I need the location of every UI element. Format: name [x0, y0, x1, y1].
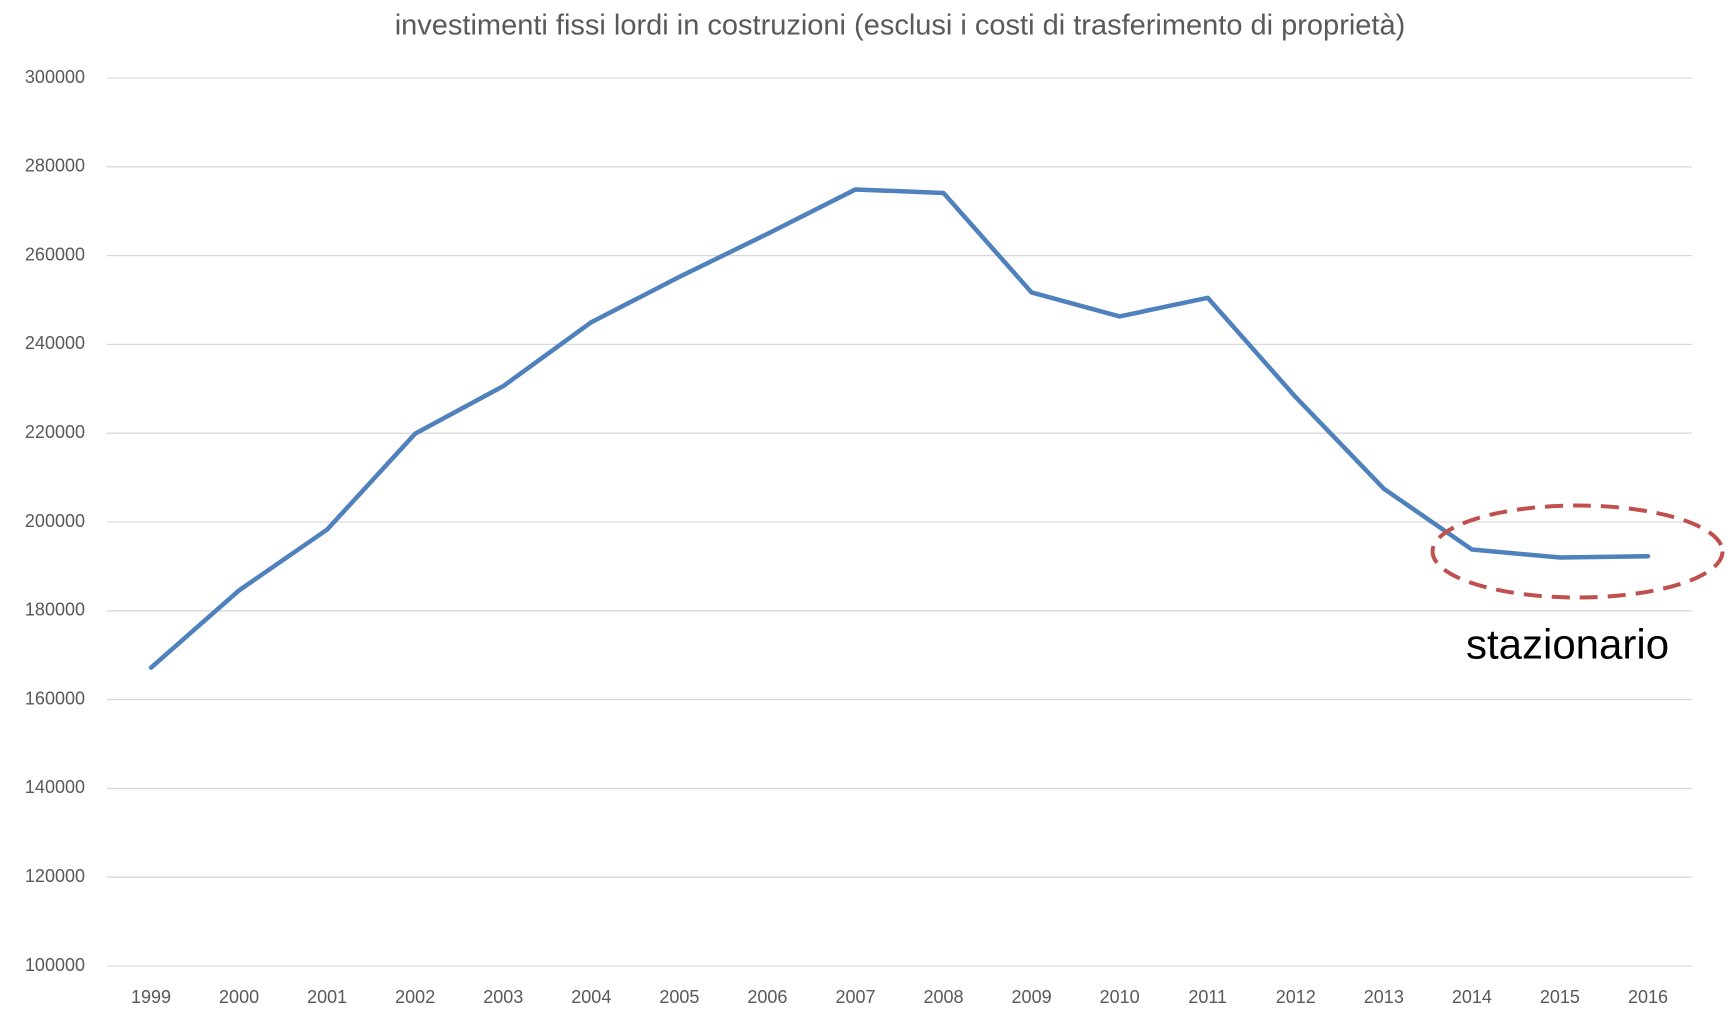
x-tick-label: 2007 [835, 987, 875, 1007]
x-tick-label: 2014 [1452, 987, 1492, 1007]
y-tick-label: 280000 [25, 156, 85, 176]
x-tick-label: 2010 [1100, 987, 1140, 1007]
y-tick-label: 140000 [25, 777, 85, 797]
x-tick-label: 2003 [483, 987, 523, 1007]
y-tick-label: 160000 [25, 688, 85, 708]
x-tick-label: 2011 [1188, 987, 1227, 1007]
x-tick-label: 2016 [1628, 987, 1668, 1007]
data-line [148, 187, 1651, 670]
annotation-ellipse [1430, 503, 1725, 600]
y-tick-label: 240000 [25, 333, 85, 353]
y-tick-label: 300000 [25, 67, 85, 87]
x-tick-label: 2000 [219, 987, 259, 1007]
x-tick-label: 2009 [1012, 987, 1052, 1007]
y-tick-label: 260000 [25, 244, 85, 264]
y-tick-label: 120000 [25, 866, 85, 886]
x-tick-label: 2012 [1276, 987, 1316, 1007]
x-tick-label: 2002 [395, 987, 435, 1007]
x-tick-label: 2013 [1364, 987, 1404, 1007]
y-tick-label: 180000 [25, 600, 85, 620]
x-tick-label: 2001 [307, 987, 347, 1007]
x-tick-label: 1999 [131, 987, 171, 1007]
x-tick-label: 2008 [924, 987, 964, 1007]
x-tick-label: 2006 [747, 987, 787, 1007]
y-tick-label: 100000 [25, 955, 85, 975]
chart-title: investimenti fissi lordi in costruzioni … [395, 10, 1406, 42]
x-tick-label: 2015 [1540, 987, 1580, 1007]
x-tick-label: 2005 [659, 987, 699, 1007]
y-tick-label: 220000 [25, 422, 85, 442]
x-tick-label: 2004 [571, 987, 611, 1007]
annotation-label: stazionario [1466, 621, 1669, 668]
y-tick-label: 200000 [25, 511, 85, 531]
